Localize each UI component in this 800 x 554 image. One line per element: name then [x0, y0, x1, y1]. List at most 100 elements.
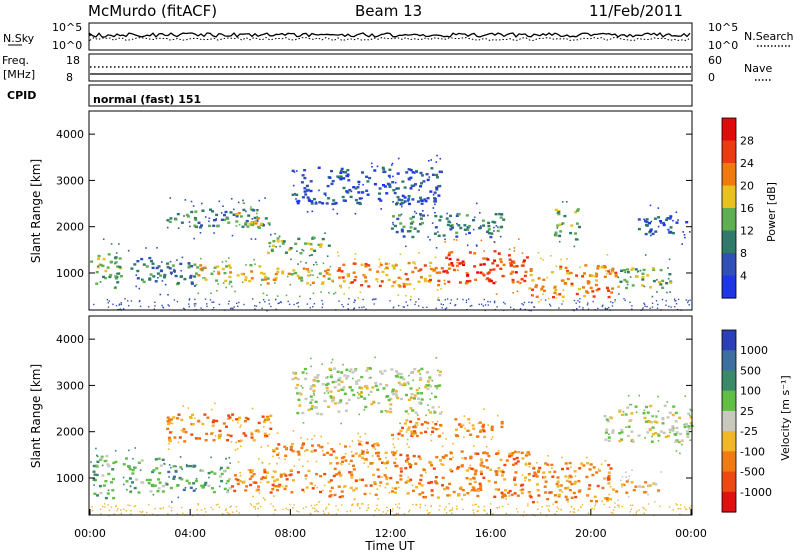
velocity-cell	[346, 510, 348, 513]
velocity-colorbar-swatch	[722, 370, 736, 392]
velocity-cell	[331, 399, 334, 403]
power-cell	[162, 307, 165, 309]
power-cell	[229, 280, 233, 284]
velocity-cell	[273, 470, 277, 473]
power-cell	[225, 286, 227, 289]
velocity-cell	[203, 413, 207, 416]
power-cell	[417, 280, 421, 283]
velocity-cell	[285, 447, 288, 449]
velocity-cell	[180, 478, 184, 481]
power-cell	[435, 161, 438, 163]
power-cell	[345, 200, 347, 202]
power-cell	[324, 232, 326, 234]
velocity-cell	[577, 509, 579, 511]
velocity-cell	[96, 494, 99, 497]
velocity-cell	[117, 507, 119, 510]
velocity-cell	[396, 372, 400, 375]
velocity-cell	[101, 464, 104, 467]
power-cell	[156, 272, 160, 275]
power-cell	[542, 259, 544, 261]
power-cell	[312, 292, 315, 295]
velocity-cell	[345, 368, 349, 371]
velocity-cell	[276, 432, 279, 434]
velocity-cell	[415, 503, 417, 506]
power-cell	[348, 188, 352, 192]
velocity-cell	[411, 433, 415, 436]
power-cell	[199, 264, 203, 267]
velocity-cell	[638, 394, 640, 397]
velocity-cell	[129, 485, 132, 488]
power-cell	[297, 263, 299, 265]
power-cell	[542, 293, 544, 295]
power-cell	[418, 223, 422, 226]
power-cell	[514, 271, 518, 274]
power-cell	[631, 305, 633, 307]
power-cell	[493, 301, 496, 304]
velocity-cell	[185, 463, 188, 466]
velocity-cell	[621, 505, 623, 508]
velocity-cell	[263, 426, 265, 428]
velocity-cell	[651, 415, 654, 418]
velocity-cell	[593, 495, 597, 498]
power-cell	[456, 258, 460, 261]
power-cell	[278, 302, 280, 304]
power-cell	[563, 214, 567, 218]
velocity-cell	[340, 422, 342, 425]
power-cell	[577, 300, 579, 302]
power-cell	[606, 254, 609, 256]
power-cell	[309, 307, 311, 309]
power-cell	[426, 306, 428, 308]
power-cell	[588, 274, 592, 277]
velocity-cell	[636, 510, 638, 512]
power-cell	[689, 299, 691, 301]
power-cell	[457, 224, 461, 227]
power-cell	[136, 260, 140, 263]
velocity-cell	[163, 462, 165, 465]
velocity-cell	[104, 503, 106, 505]
power-cell	[476, 202, 478, 205]
power-cell	[319, 243, 323, 246]
velocity-cell	[237, 421, 239, 424]
power-cell	[600, 266, 604, 269]
xtick-label: 16:00	[475, 527, 507, 540]
velocity-colorbar-tick: 500	[740, 364, 761, 377]
velocity-cell	[473, 489, 477, 492]
power-cell	[409, 187, 413, 190]
power-cell	[302, 249, 305, 252]
freq-label: Freq.	[2, 54, 29, 67]
power-cell	[564, 266, 568, 270]
velocity-cell	[383, 462, 387, 465]
velocity-cell	[383, 369, 387, 373]
velocity-cell	[431, 421, 434, 423]
power-cell	[448, 251, 452, 255]
power-cell	[159, 274, 163, 277]
velocity-cell	[513, 450, 517, 454]
velocity-cell	[313, 406, 317, 409]
power-cell	[227, 303, 230, 305]
power-cell	[659, 283, 663, 286]
velocity-cell	[510, 493, 514, 497]
power-cell	[620, 269, 623, 272]
power-cell	[411, 198, 415, 201]
power-cell	[104, 276, 108, 280]
power-cell	[420, 182, 423, 185]
power-cell	[216, 224, 220, 228]
power-cell	[254, 308, 256, 310]
velocity-cell	[480, 429, 482, 431]
velocity-cell	[595, 471, 599, 474]
velocity-cell	[513, 483, 517, 486]
power-cell	[410, 184, 414, 187]
power-cell	[378, 266, 381, 268]
power-cell	[243, 303, 245, 306]
velocity-cell	[438, 384, 442, 387]
velocity-cell	[169, 418, 173, 421]
power-cell	[639, 269, 642, 272]
velocity-cell	[223, 487, 227, 491]
velocity-cell	[609, 467, 613, 470]
power-cell	[119, 308, 122, 310]
power-cell	[463, 228, 467, 231]
velocity-cell	[327, 442, 329, 445]
power-cell	[301, 248, 303, 251]
velocity-cell	[344, 445, 347, 448]
power-cell	[289, 283, 292, 286]
